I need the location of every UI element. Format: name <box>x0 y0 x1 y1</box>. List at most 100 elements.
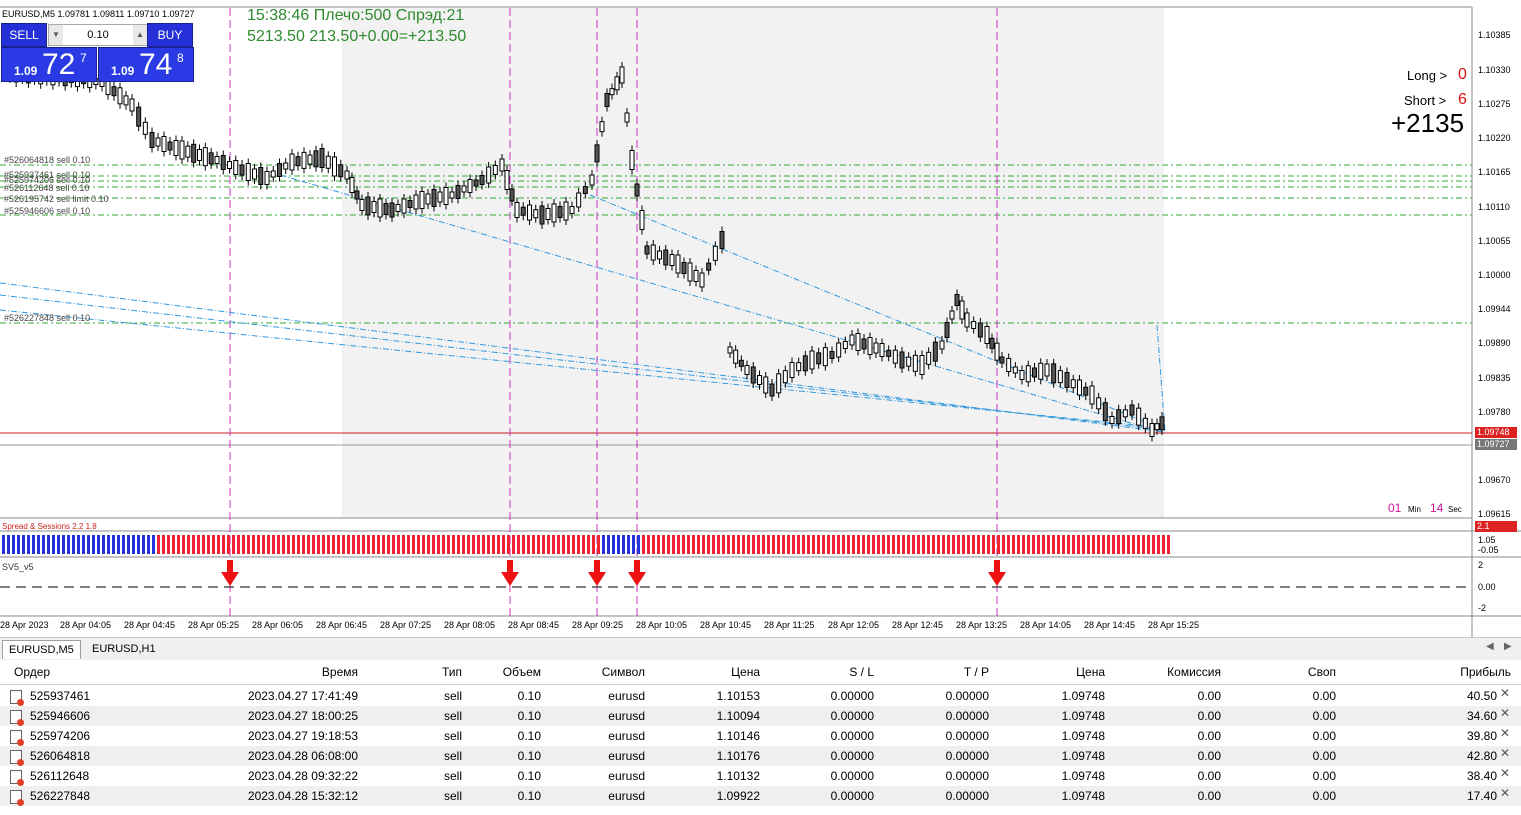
candle-body <box>197 149 202 161</box>
strip-bar <box>117 535 120 554</box>
one-click-ticket: SELL ▼ 0.10 ▲ BUY 1.09 72 7 1.09 74 8 <box>1 23 194 82</box>
strip-bar <box>707 535 710 554</box>
volume-value[interactable]: 0.10 <box>87 29 109 41</box>
close-order-icon[interactable]: ✕ <box>1500 746 1511 760</box>
table-cell: 1.09748 <box>1061 769 1105 783</box>
scroll-right-icon[interactable]: ▶ <box>1504 641 1512 652</box>
table-row[interactable]: 526112648 2023.04.28 09:32:22 sell 0.10 euru… <box>0 766 1521 786</box>
close-order-icon[interactable]: ✕ <box>1500 686 1511 700</box>
order-line-label[interactable]: #525974206 sell 0.10 <box>4 175 91 185</box>
candle-body <box>1109 416 1115 424</box>
strip-bar <box>1122 535 1125 554</box>
sell-button[interactable]: SELL <box>1 23 47 47</box>
chart-area[interactable]: EURUSD,M5 1.09781 1.09811 1.09710 1.0972… <box>0 0 1521 637</box>
sell-price[interactable]: 1.09 72 7 <box>1 47 97 82</box>
timer-sec: 14 <box>1430 501 1444 515</box>
strip-bar <box>752 535 755 554</box>
candle-body <box>277 163 282 177</box>
strip-bar <box>642 535 645 554</box>
order-line-label[interactable]: #525937461 sell 0.10 <box>4 170 91 180</box>
candle-body <box>233 160 239 175</box>
col-volume[interactable]: Объем <box>502 665 541 679</box>
order-line-label[interactable]: #526112648 sell 0.10 <box>4 183 90 193</box>
buy-price-sup: 8 <box>177 51 184 65</box>
order-line-label[interactable]: #525946606 sell 0.10 <box>4 206 91 216</box>
volume-up-icon[interactable]: ▲ <box>133 25 147 45</box>
candle-body <box>949 310 955 320</box>
table-cell: 526112648 <box>30 769 90 783</box>
strip-bar <box>277 535 280 554</box>
col-swap[interactable]: Своп <box>1307 665 1336 679</box>
table-cell: 0.00 <box>1312 769 1336 783</box>
close-order-icon[interactable]: ✕ <box>1500 706 1511 720</box>
table-row[interactable]: 526227848 2023.04.28 15:32:12 sell 0.10 euru… <box>0 786 1521 806</box>
tab-eurusd-h1[interactable]: EURUSD,H1 <box>92 643 156 655</box>
strip-bar <box>197 535 200 554</box>
col-type[interactable]: Тип <box>441 665 462 679</box>
volume-down-icon[interactable]: ▼ <box>49 25 63 45</box>
sell-signal-arrow <box>501 560 519 586</box>
col-profit[interactable]: Прибыль <box>1460 665 1511 679</box>
col-tp[interactable]: T / P <box>963 665 989 679</box>
col-time[interactable]: Время <box>321 665 358 679</box>
candle-body <box>365 196 371 216</box>
strip-bar <box>647 535 650 554</box>
col-symbol[interactable]: Символ <box>601 665 645 679</box>
strip-bar <box>432 535 435 554</box>
col-price-current[interactable]: Цена <box>1076 665 1105 679</box>
candle-body <box>473 179 479 187</box>
col-price-open[interactable]: Цена <box>731 665 760 679</box>
strip-bar <box>807 535 810 554</box>
strip-bar <box>1067 535 1070 554</box>
candle-body <box>111 86 117 97</box>
strip-bar <box>297 535 300 554</box>
order-icon <box>10 750 24 766</box>
table-cell: 1.09748 <box>1061 729 1105 743</box>
tab-eurusd-m5[interactable]: EURUSD,M5 <box>2 640 81 659</box>
buy-price-big: 74 <box>139 48 173 81</box>
candle-body <box>796 362 802 372</box>
strip-bar <box>862 535 865 554</box>
table-row[interactable]: 525946606 2023.04.27 18:00:25 sell 0.10 euru… <box>0 706 1521 726</box>
strip-bar <box>782 535 785 554</box>
col-order[interactable]: Ордер <box>14 665 51 679</box>
order-line-label[interactable]: #526064818 sell 0.10 <box>4 155 91 165</box>
order-icon <box>10 710 24 726</box>
strip-bar <box>127 535 130 554</box>
col-commission[interactable]: Комиссия <box>1167 665 1221 679</box>
order-line-label[interactable]: #526227848 sell 0.10 <box>4 313 91 323</box>
candle-body <box>879 343 885 357</box>
short-label: Short > <box>1404 93 1447 108</box>
candle-body <box>614 76 620 91</box>
strip-bar <box>952 535 955 554</box>
strip-bar <box>1162 535 1165 554</box>
strip-bar <box>242 535 245 554</box>
volume-field[interactable]: ▼ 0.10 ▲ <box>48 24 148 46</box>
price-chart[interactable] <box>0 0 1521 637</box>
table-cell: 0.00 <box>1197 749 1221 763</box>
strip-bar <box>422 535 425 554</box>
strip-bar <box>1087 535 1090 554</box>
price-axis-label: 1.09670 <box>1478 475 1511 485</box>
strip-bar <box>722 535 725 554</box>
buy-price[interactable]: 1.09 74 8 <box>98 47 194 82</box>
buy-button[interactable]: BUY <box>147 23 193 47</box>
close-order-icon[interactable]: ✕ <box>1500 766 1511 780</box>
candle-body <box>663 249 669 266</box>
candle-body <box>1129 404 1135 416</box>
price-axis-label: 1.09615 <box>1478 509 1511 519</box>
close-order-icon[interactable]: ✕ <box>1500 726 1511 740</box>
table-row[interactable]: 525937461 2023.04.27 17:41:49 sell 0.10 euru… <box>0 686 1521 706</box>
strip-bar <box>1107 535 1110 554</box>
time-axis-label: 28 Apr 2023 <box>0 620 49 630</box>
order-line-label[interactable]: #526195742 sell limit 0.10 <box>4 194 109 204</box>
strip-bar <box>897 535 900 554</box>
strip-bar <box>287 535 290 554</box>
sell-signal-arrow <box>628 560 646 586</box>
scroll-left-icon[interactable]: ◀ <box>1486 641 1494 652</box>
table-row[interactable]: 526064818 2023.04.28 06:08:00 sell 0.10 euru… <box>0 746 1521 766</box>
col-sl[interactable]: S / L <box>849 665 874 679</box>
table-cell: 1.10153 <box>716 689 760 703</box>
close-order-icon[interactable]: ✕ <box>1500 786 1511 800</box>
table-row[interactable]: 525974206 2023.04.27 19:18:53 sell 0.10 euru… <box>0 726 1521 746</box>
